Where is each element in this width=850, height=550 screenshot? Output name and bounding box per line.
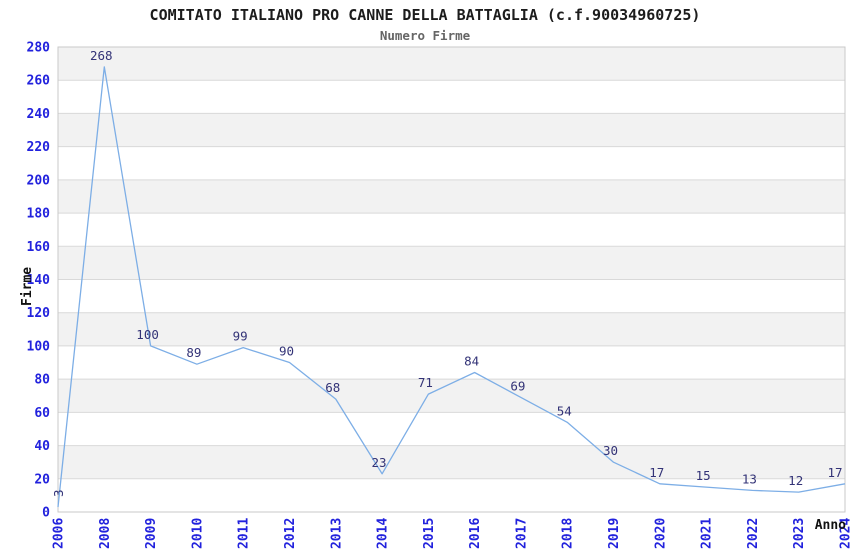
value-label: 89 [186,345,201,360]
value-label: 69 [510,378,525,393]
value-label: 15 [696,468,711,483]
x-tick-label: 2011 [237,518,252,549]
x-tick-label: 2006 [52,518,67,549]
gray-band [58,445,845,479]
x-tick-label: 2020 [653,518,668,549]
y-tick-label: 280 [27,41,51,56]
x-tick-label: 2009 [144,518,159,549]
gray-band [58,379,845,413]
value-label: 23 [372,455,387,470]
x-tick-label: 2015 [422,518,437,549]
x-tick-label: 2018 [561,518,576,549]
y-tick-label: 20 [34,472,50,487]
x-tick-label: 2014 [376,518,391,549]
value-label: 30 [603,443,618,458]
value-label-group: 3 268 100 89 99 90 68 23 71 84 69 54 30 17 15 13 12 17 [51,48,843,497]
gray-band [58,312,845,346]
value-label: 12 [788,473,803,488]
x-tick-label: 2008 [98,518,113,549]
y-tick-label: 100 [27,339,51,354]
x-tick-label: 2024 [839,518,850,549]
gray-band [58,179,845,214]
value-label: 17 [827,465,842,480]
value-label: 54 [557,403,572,418]
value-label: 13 [742,471,757,486]
y-axis-title: Firme [20,267,35,306]
gray-band [58,246,845,280]
x-tick-label: 2019 [607,518,622,549]
value-label: 3 [51,489,66,497]
y-tick-label: 180 [27,207,51,222]
y-tick-label: 160 [27,240,51,255]
x-tick-label: 2017 [514,518,529,549]
value-label: 90 [279,344,294,359]
x-tick-label: 2023 [792,518,807,549]
plot-border [57,46,846,513]
y-tick-label: 260 [27,74,51,89]
value-label: 100 [136,327,159,342]
x-tick-label-group: 2006 2008 2009 2010 2011 2012 2013 2014 2015 2016… [52,518,850,549]
y-tick-label-group: 0 20 40 60 80 100 120 140 160 180 200 220 240 260 280 [27,41,51,521]
y-tick-label: 240 [27,107,51,122]
y-tick-label: 0 [42,506,50,521]
value-label: 71 [418,375,433,390]
x-tick-label: 2021 [700,518,715,549]
x-tick-label: 2016 [468,518,483,549]
chart-subtitle: Numero Firme [379,28,471,43]
x-tick-label: 2012 [283,518,298,549]
x-tick-label: 2022 [746,518,761,549]
y-tick-label: 120 [27,306,51,321]
value-label: 99 [233,329,248,344]
x-tick-label: 2010 [190,518,205,549]
y-tick-label: 200 [27,173,51,188]
series-line-group [57,66,846,508]
value-label: 84 [464,354,479,369]
gray-band [58,47,845,81]
chart-title: COMITATO ITALIANO PRO CANNE DELLA BATTAG… [149,6,701,24]
value-label: 17 [649,465,664,480]
x-axis-title: Anno [815,518,846,533]
y-tick-label: 60 [34,406,50,421]
x-tick-label: 2013 [329,518,344,549]
series-line [57,66,846,508]
y-tick-label: 40 [34,439,50,454]
value-label: 68 [325,380,340,395]
band-group [58,47,845,479]
y-tick-label: 80 [34,373,50,388]
value-label: 268 [90,48,113,63]
gray-band [58,113,845,147]
y-tick-label: 140 [27,273,51,288]
y-tick-label: 220 [27,140,51,155]
